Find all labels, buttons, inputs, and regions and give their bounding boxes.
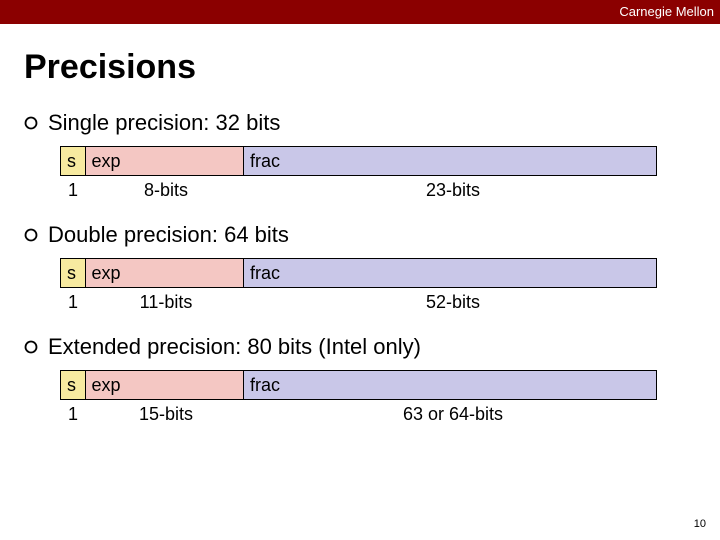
bullet-row: Single precision: 32 bits — [24, 110, 696, 136]
header-banner: Carnegie Mellon — [0, 0, 720, 24]
width-label: 11-bits — [86, 292, 246, 316]
bullet-icon — [24, 228, 38, 242]
slide-content: Single precision: 32 bitssexpfrac18-bits… — [24, 104, 696, 446]
width-label: 1 — [60, 292, 86, 316]
bullet-row: Double precision: 64 bits — [24, 222, 696, 248]
width-label: 1 — [60, 404, 86, 428]
width-label: 15-bits — [86, 404, 246, 428]
field-exp: exp — [85, 146, 245, 176]
slide-title: Precisions — [24, 48, 196, 87]
bullet-row: Extended precision: 80 bits (Intel only) — [24, 334, 696, 360]
format-diagram: sexpfrac 111-bits52-bits — [60, 258, 696, 316]
bullet-text: Double precision: 64 bits — [48, 222, 289, 248]
width-label: 63 or 64-bits — [246, 404, 660, 428]
width-label-row: 111-bits52-bits — [60, 292, 696, 316]
field-s: s — [60, 146, 86, 176]
width-label: 8-bits — [86, 180, 246, 204]
page-number: 10 — [694, 518, 706, 530]
field-row: sexpfrac — [60, 370, 696, 400]
field-s: s — [60, 258, 86, 288]
field-frac: frac — [243, 146, 657, 176]
format-diagram: sexpfrac 18-bits23-bits — [60, 146, 696, 204]
bullet-text: Extended precision: 80 bits (Intel only) — [48, 334, 421, 360]
format-diagram: sexpfrac 115-bits63 or 64-bits — [60, 370, 696, 428]
field-frac: frac — [243, 370, 657, 400]
field-row: sexpfrac — [60, 146, 696, 176]
width-label: 23-bits — [246, 180, 660, 204]
width-label-row: 115-bits63 or 64-bits — [60, 404, 696, 428]
width-label: 52-bits — [246, 292, 660, 316]
bullet-text: Single precision: 32 bits — [48, 110, 280, 136]
field-frac: frac — [243, 258, 657, 288]
banner-text: Carnegie Mellon — [619, 4, 714, 19]
bullet-icon — [24, 116, 38, 130]
bullet-icon — [24, 340, 38, 354]
field-exp: exp — [85, 258, 245, 288]
field-exp: exp — [85, 370, 245, 400]
field-s: s — [60, 370, 86, 400]
field-row: sexpfrac — [60, 258, 696, 288]
width-label-row: 18-bits23-bits — [60, 180, 696, 204]
width-label: 1 — [60, 180, 86, 204]
